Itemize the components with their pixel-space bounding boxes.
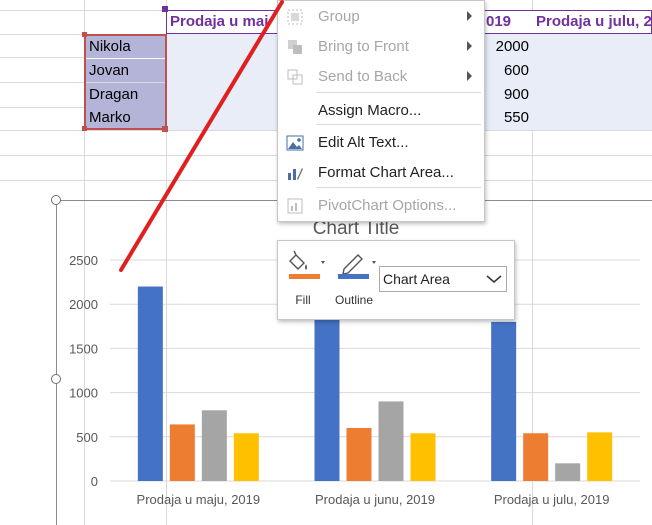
value-cell[interactable]: 550 <box>503 109 529 126</box>
header-cell[interactable]: 019 <box>486 13 512 30</box>
range-handle[interactable] <box>162 126 168 132</box>
menu-label: PivotChart Options... <box>318 197 457 214</box>
range-handle[interactable] <box>82 126 87 131</box>
chart-element-dropdown[interactable]: Chart Area <box>379 266 507 292</box>
menu-item-pivotchart-options[interactable]: PivotChart Options... <box>278 192 484 220</box>
mini-toolbar: Fill Outline Chart Area <box>277 240 515 320</box>
format-chart-area-icon <box>288 168 303 180</box>
grid-line <box>84 0 85 525</box>
menu-label: Format Chart Area... <box>318 164 454 181</box>
menu-item-format-chart-area[interactable]: Format Chart Area... <box>278 159 484 187</box>
pen-outline-icon <box>338 254 376 279</box>
chart-resize-handle[interactable] <box>51 195 61 205</box>
submenu-arrow-icon <box>467 11 472 21</box>
paint-bucket-icon <box>289 250 325 279</box>
send-to-back-icon <box>287 69 303 85</box>
submenu-arrow-icon <box>467 41 472 51</box>
menu-item-send-to-back[interactable]: Send to Back <box>278 63 484 91</box>
bring-to-front-icon <box>288 40 302 54</box>
chevron-down-icon <box>486 275 502 283</box>
value-cell[interactable]: 600 <box>503 62 529 79</box>
outline-label: Outline <box>334 293 374 307</box>
menu-item-group[interactable]: Group <box>278 3 484 31</box>
header-cell[interactable]: Prodaja u maj <box>170 13 269 30</box>
menu-item-bring-to-front[interactable]: Bring to Front <box>278 33 484 61</box>
menu-separator <box>316 187 481 188</box>
menu-label: Edit Alt Text... <box>318 134 409 151</box>
header-cell[interactable]: Prodaja u julu, 2019 <box>536 13 652 30</box>
menu-label: Send to Back <box>318 68 408 85</box>
grid-line <box>532 0 533 525</box>
name-range-selection <box>84 34 167 130</box>
menu-label: Bring to Front <box>318 38 409 55</box>
group-icon <box>287 9 303 25</box>
fill-label: Fill <box>295 293 311 307</box>
menu-item-edit-alt-text[interactable]: Edit Alt Text... <box>278 129 484 157</box>
alt-text-icon <box>286 135 304 151</box>
menu-separator <box>316 124 481 125</box>
range-handle[interactable] <box>82 32 87 37</box>
menu-label: Group <box>318 8 360 25</box>
range-handle[interactable] <box>162 6 168 12</box>
fill-button[interactable]: Fill <box>288 249 328 315</box>
outline-button[interactable]: Outline <box>335 249 380 315</box>
chart-resize-handle[interactable] <box>51 374 61 384</box>
menu-label: Assign Macro... <box>318 102 422 119</box>
pivotchart-icon <box>287 198 303 214</box>
value-cell[interactable]: 900 <box>503 86 529 103</box>
menu-item-assign-macro[interactable]: Assign Macro... <box>278 97 484 125</box>
dropdown-value: Chart Area <box>383 271 450 287</box>
menu-separator <box>316 92 481 93</box>
context-menu: Group Bring to Front Send to Back Assign… <box>277 0 485 222</box>
value-cell[interactable]: 2000 <box>495 38 529 55</box>
submenu-arrow-icon <box>467 71 472 81</box>
